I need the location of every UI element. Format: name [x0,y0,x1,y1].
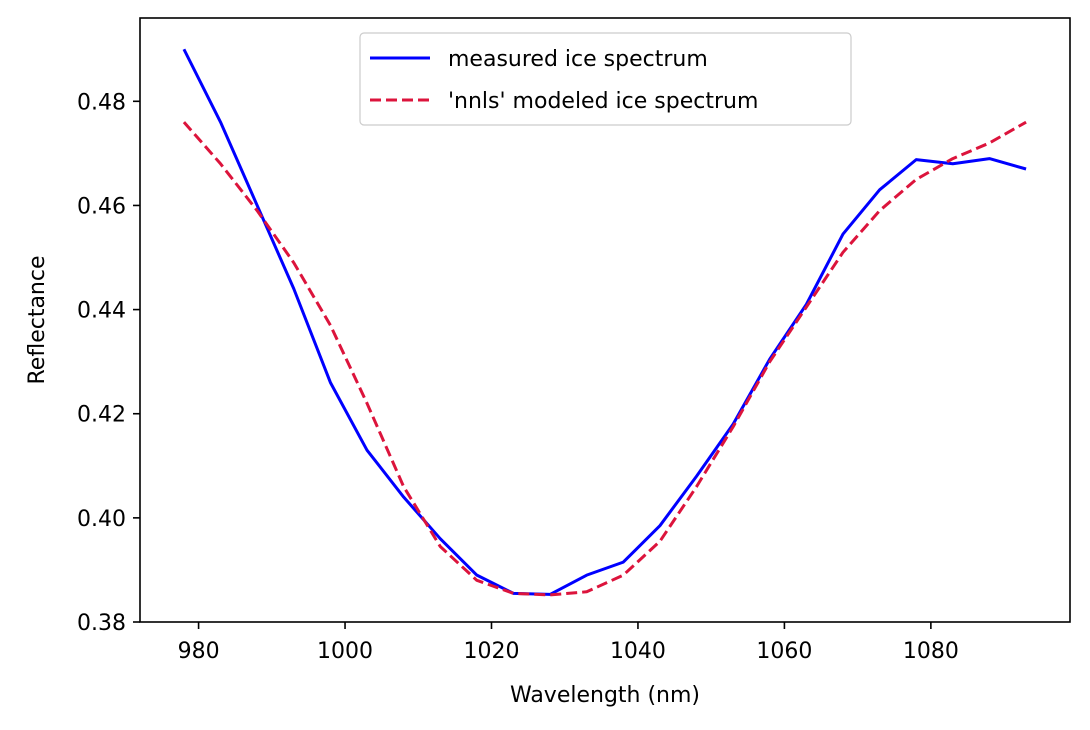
series-line-measured [182,48,1027,596]
y-tick-label: 0.42 [77,403,126,428]
x-tick-label: 1000 [317,639,373,664]
x-tick-label: 1040 [610,639,666,664]
y-tick-label: 0.38 [77,611,126,636]
legend-label-measured: measured ice spectrum [448,47,708,72]
legend-box [359,32,852,126]
x-axis-label: Wavelength (nm) [510,683,700,708]
legend: measured ice spectrum 'nnls' modeled ice… [359,32,852,126]
y-axis-label: Reflectance [25,255,50,384]
y-tick-label: 0.48 [77,90,126,115]
plot-frame [139,17,1071,623]
x-tick-label: 1060 [756,639,812,664]
x-axis-ticks: 980 1000 1020 1040 1060 1080 [178,622,959,664]
y-tick-label: 0.46 [77,194,126,219]
series-line-modeled [182,120,1027,597]
plot-lines [182,48,1027,597]
x-tick-label: 1080 [903,639,959,664]
x-tick-label: 1020 [463,639,519,664]
y-tick-label: 0.40 [77,507,126,532]
x-tick-label: 980 [178,639,220,664]
y-tick-label: 0.44 [77,299,126,324]
y-axis-ticks: 0.38 0.40 0.42 0.44 0.46 0.48 [77,90,140,636]
legend-label-modeled: 'nnls' modeled ice spectrum [448,89,758,114]
